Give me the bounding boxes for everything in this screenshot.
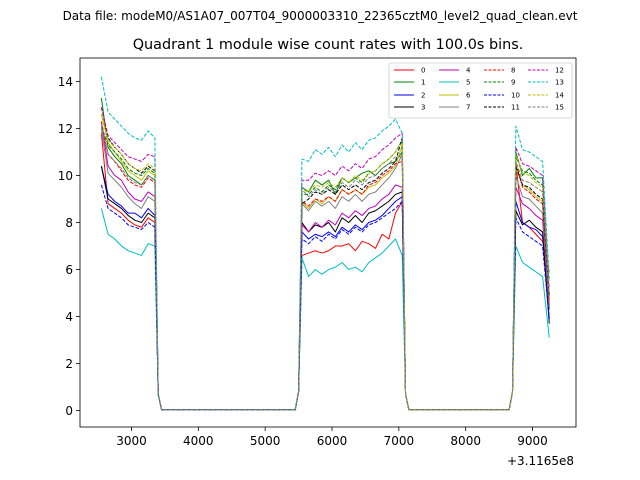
series-line-8 bbox=[100, 121, 550, 411]
legend-label: 14 bbox=[555, 92, 564, 100]
y-tick-label: 6 bbox=[65, 263, 73, 277]
series-line-10 bbox=[100, 184, 550, 411]
x-tick-label: 6000 bbox=[317, 434, 348, 448]
legend-label: 1 bbox=[421, 79, 425, 87]
series-line-6 bbox=[100, 114, 550, 411]
series-line-2 bbox=[100, 165, 550, 411]
series-line-4 bbox=[100, 121, 550, 411]
series-line-15 bbox=[100, 123, 550, 411]
series-line-12 bbox=[100, 107, 550, 411]
legend-label: 8 bbox=[511, 67, 515, 75]
y-axis: 0 2 4 6 8 10 12 14 bbox=[58, 75, 80, 418]
legend-label: 9 bbox=[511, 79, 515, 87]
legend-label: 2 bbox=[421, 92, 425, 100]
x-tick-label: 3000 bbox=[116, 434, 147, 448]
series-line-1 bbox=[100, 97, 550, 411]
legend-label: 3 bbox=[421, 104, 425, 112]
y-tick-label: 12 bbox=[58, 122, 73, 136]
y-tick-label: 0 bbox=[65, 404, 73, 418]
series-line-7 bbox=[100, 128, 550, 411]
y-tick-label: 14 bbox=[58, 75, 73, 89]
legend-label: 13 bbox=[555, 79, 564, 87]
x-tick-label: 4000 bbox=[183, 434, 214, 448]
x-tick-label: 9000 bbox=[517, 434, 548, 448]
legend-label: 12 bbox=[555, 67, 564, 75]
x-offset-label: +3.1165e8 bbox=[507, 454, 574, 468]
series-line-11 bbox=[100, 107, 550, 411]
chart-title: Quadrant 1 module wise count rates with … bbox=[133, 37, 524, 53]
legend-label: 4 bbox=[466, 67, 471, 75]
legend-label: 6 bbox=[466, 92, 471, 100]
series-line-5 bbox=[100, 208, 550, 411]
plot-area: 3000 4000 5000 6000 7000 8000 9000 02468101214… bbox=[58, 57, 577, 468]
y-tick-label: 4 bbox=[65, 310, 73, 324]
x-axis: 3000 4000 5000 6000 7000 8000 9000 bbox=[116, 427, 548, 448]
y-tick-label: 10 bbox=[58, 169, 73, 183]
y-tick-label: 2 bbox=[65, 357, 73, 371]
series-line-14 bbox=[100, 114, 550, 411]
series-line-13 bbox=[100, 76, 550, 411]
legend-label: 15 bbox=[555, 104, 564, 112]
y-tick-label: 8 bbox=[65, 216, 73, 230]
legend-label: 11 bbox=[511, 104, 520, 112]
x-tick-label: 5000 bbox=[250, 434, 281, 448]
x-tick-label: 8000 bbox=[450, 434, 481, 448]
legend-frame bbox=[388, 62, 573, 119]
legend-label: 5 bbox=[466, 79, 470, 87]
legend-label: 10 bbox=[511, 92, 520, 100]
x-tick-label: 7000 bbox=[384, 434, 415, 448]
series-line-9 bbox=[100, 125, 550, 411]
series-layer bbox=[100, 76, 550, 411]
legend-label: 0 bbox=[421, 67, 425, 75]
legend-label: 7 bbox=[466, 104, 470, 112]
figure-suptitle: Data file: modeM0/AS1A07_007T04_90000033… bbox=[63, 9, 578, 23]
axes-frame bbox=[79, 57, 577, 428]
series-line-3 bbox=[100, 166, 550, 411]
